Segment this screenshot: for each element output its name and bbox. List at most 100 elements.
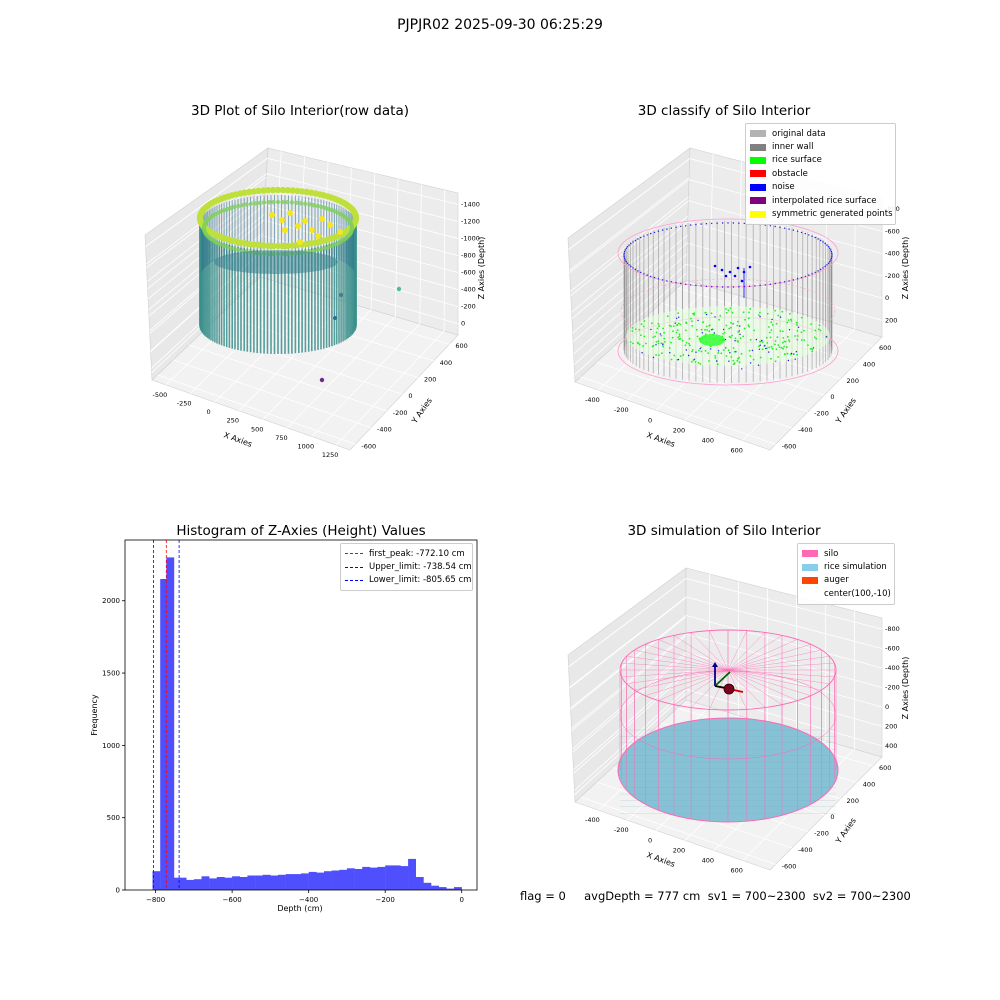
- rice-surface-point: [813, 336, 816, 339]
- rice-surface-point: [800, 331, 803, 334]
- noise-point: [754, 285, 756, 287]
- noise-point: [653, 231, 656, 234]
- noise-point: [724, 274, 728, 278]
- rim-point: [289, 200, 295, 205]
- noise-point: [674, 322, 676, 324]
- rice-surface-point: [720, 352, 723, 355]
- rim-point: [323, 205, 328, 211]
- noise-point: [736, 266, 740, 270]
- figure-title: PJPJR02 2025-09-30 06:25:29: [397, 17, 603, 33]
- noise-point: [724, 338, 727, 341]
- rice-surface-point: [631, 327, 634, 329]
- grid-line: [265, 188, 459, 239]
- z-tick-label: -1200: [461, 217, 480, 225]
- outlier-point: [333, 316, 337, 320]
- silo-roof-line: [727, 630, 748, 671]
- noise-point: [827, 246, 830, 248]
- rice-surface-point: [781, 310, 784, 313]
- z-tick-label: -400: [885, 664, 900, 672]
- grid-line: [612, 346, 809, 412]
- rice-surface-point: [642, 345, 644, 347]
- noise-point: [811, 273, 813, 275]
- grid-line: [571, 633, 687, 729]
- histogram-bar: [400, 866, 409, 890]
- rice-surface-point: [698, 349, 700, 352]
- rice-surface-point: [661, 342, 664, 345]
- obstacle-point: [319, 216, 325, 222]
- legend-label: inner wall: [772, 142, 814, 153]
- legend-item-first-peak: first_peak: -772.10 cm: [345, 547, 468, 560]
- noise-point: [670, 227, 673, 229]
- z-tick-label: 0: [885, 703, 889, 711]
- noise-point: [831, 252, 833, 254]
- histogram-bar: [293, 874, 302, 890]
- rice-surface-point: [725, 355, 728, 357]
- obstacle-point: [287, 210, 293, 216]
- y-axis-label: Y Axies: [833, 816, 858, 846]
- histogram-bar: [201, 876, 210, 890]
- rice-surface-point: [733, 350, 736, 353]
- y-tick-label: 2000: [102, 597, 120, 605]
- rice-surface-point: [731, 334, 733, 337]
- legend-label: symmetric generated points: [772, 209, 893, 220]
- rice-surface-point: [670, 341, 672, 344]
- rice-surface-point: [737, 331, 739, 333]
- rice-surface-point: [666, 315, 669, 318]
- rim-point: [260, 242, 267, 249]
- x-axis-label: X Axies: [645, 850, 676, 869]
- x-tick-label: −400: [299, 896, 318, 904]
- noise-point: [732, 222, 735, 224]
- rice-surface-point: [663, 331, 665, 334]
- rim-point: [315, 247, 320, 253]
- rice-surface-point: [704, 328, 706, 331]
- noise-point: [646, 274, 648, 276]
- noise-point: [779, 316, 782, 318]
- rice-surface-point: [688, 342, 690, 345]
- rice-surface-point: [691, 350, 693, 353]
- rice-surface-point: [662, 345, 665, 348]
- rice-surface-point: [689, 344, 691, 347]
- rice-surface-point: [794, 335, 796, 337]
- grid-line: [571, 221, 689, 319]
- z-tick-label: 200: [885, 316, 897, 324]
- y-tick-label: 200: [424, 376, 436, 384]
- rice-surface-point: [787, 319, 790, 321]
- rice-surface-point: [783, 340, 786, 343]
- rim-point: [236, 247, 241, 253]
- noise-point: [830, 251, 833, 253]
- obstacle-point: [269, 212, 275, 218]
- rice-surface-point: [771, 347, 774, 350]
- noise-point: [690, 224, 692, 226]
- rim-point: [279, 186, 287, 194]
- rice-surface-point: [725, 308, 727, 310]
- y-axis-label: Y Axies: [409, 396, 434, 426]
- noise-point: [817, 270, 819, 272]
- grid-line: [570, 196, 689, 292]
- histogram-bar: [339, 869, 348, 890]
- rice-surface-point: [749, 355, 752, 357]
- grid-line: [395, 178, 399, 317]
- histogram-bar: [415, 877, 424, 890]
- grid-line: [568, 578, 687, 668]
- grid-line: [571, 215, 689, 313]
- grid-line: [685, 652, 883, 708]
- z-tick-label: -600: [461, 269, 476, 277]
- histogram-bar: [209, 878, 218, 890]
- rice-surface-point: [777, 356, 779, 358]
- grid-line: [569, 597, 687, 689]
- rim-point: [303, 201, 308, 206]
- histogram-bar: [331, 870, 340, 890]
- legend-swatch: [750, 130, 766, 138]
- rice-surface-point: [640, 323, 643, 326]
- noise-point: [628, 264, 630, 266]
- rim-point: [269, 242, 277, 250]
- grid-line: [157, 374, 356, 445]
- legend-item-interpolated: interpolated rice surface: [750, 194, 891, 207]
- noise-point: [788, 329, 791, 331]
- legend-label: original data: [772, 128, 826, 139]
- rim-point: [228, 205, 233, 211]
- noise-point: [678, 316, 680, 318]
- rice-surface-point: [769, 336, 772, 339]
- noise-point: [741, 368, 743, 370]
- noise-point: [774, 225, 776, 228]
